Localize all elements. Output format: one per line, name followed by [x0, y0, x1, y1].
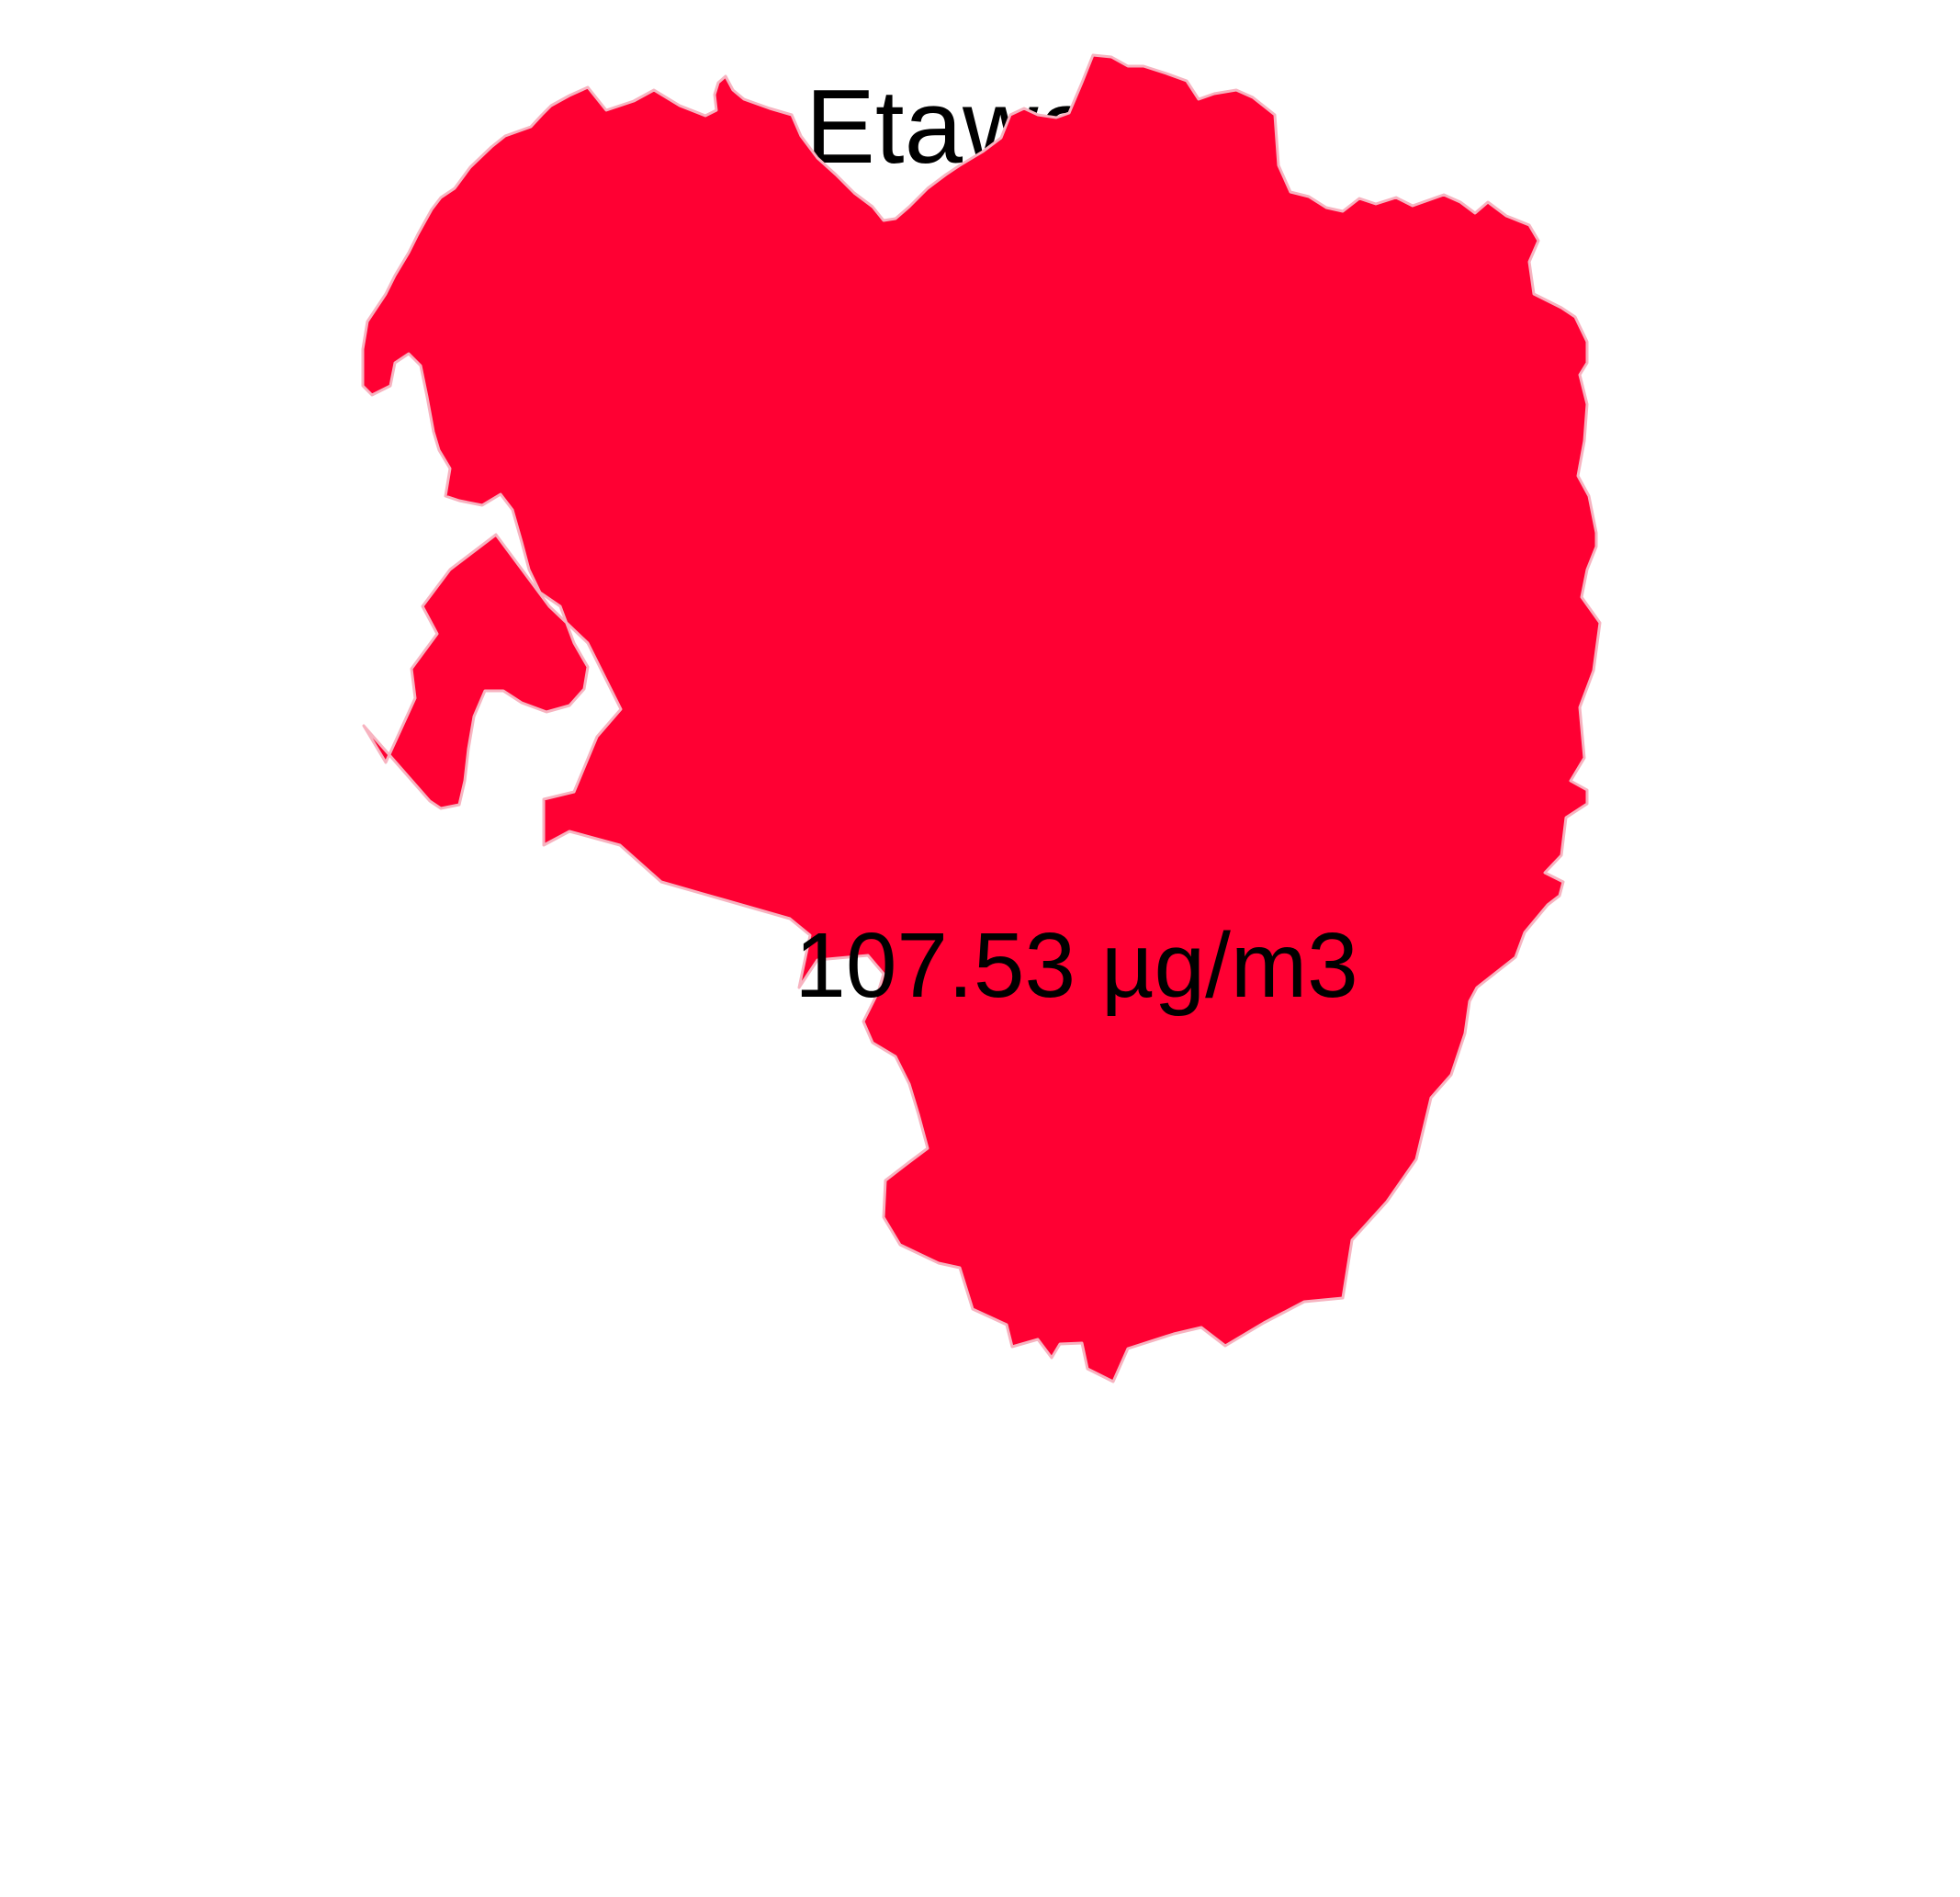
district-shape [361, 53, 1602, 1383]
value-label: 107.53 µg/m3 [794, 914, 1358, 1017]
